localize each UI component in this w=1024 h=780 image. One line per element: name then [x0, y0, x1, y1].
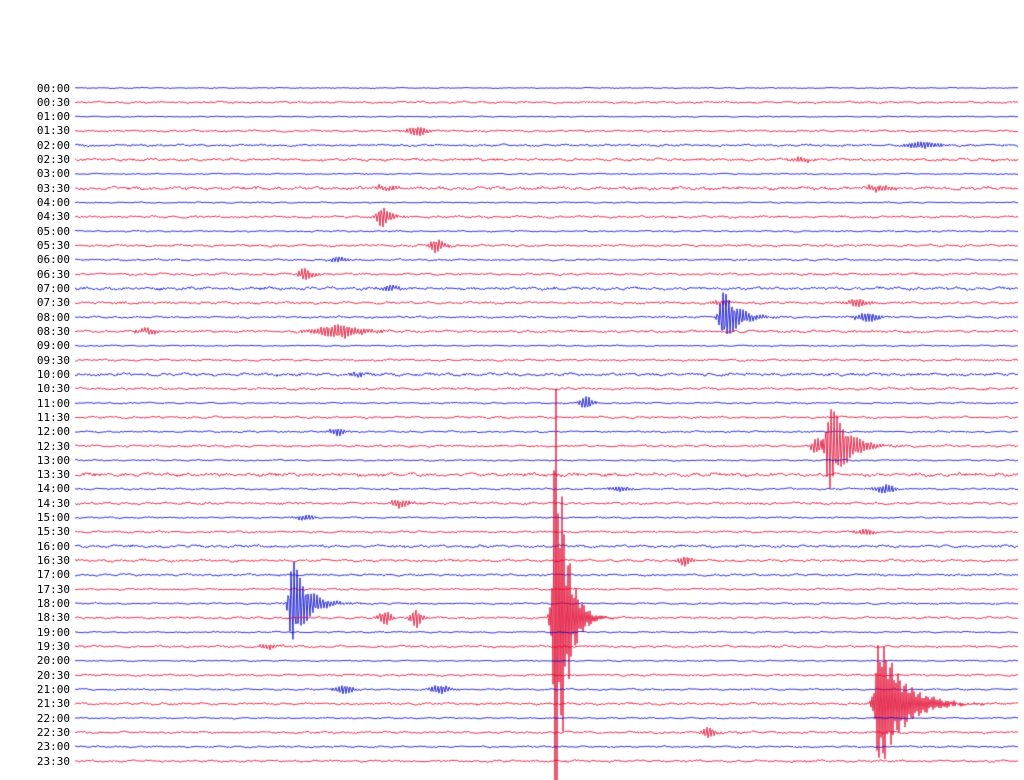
time-label: 02:30 — [36, 153, 70, 167]
time-label: 23:30 — [36, 754, 70, 768]
time-label: 14:00 — [36, 482, 70, 496]
time-label: 21:30 — [36, 697, 70, 711]
time-label: 02:00 — [36, 138, 70, 152]
time-label: 04:30 — [36, 210, 70, 224]
time-label: 15:00 — [36, 511, 70, 525]
time-label: 15:30 — [36, 525, 70, 539]
time-label: 17:00 — [36, 568, 70, 582]
time-label: 05:30 — [36, 239, 70, 253]
time-label: 03:30 — [36, 181, 70, 195]
time-label: 14:30 — [36, 496, 70, 510]
time-label: 20:00 — [36, 654, 70, 668]
time-label: 03:00 — [36, 167, 70, 181]
time-label: 20:30 — [36, 668, 70, 682]
time-label: 00:30 — [36, 95, 70, 109]
time-label: 00:00 — [36, 81, 70, 95]
time-label: 18:00 — [36, 597, 70, 611]
time-label: 16:00 — [36, 539, 70, 553]
time-label: 11:00 — [36, 396, 70, 410]
time-label: 19:30 — [36, 639, 70, 653]
time-label: 19:00 — [36, 625, 70, 639]
time-label: 07:00 — [36, 281, 70, 295]
time-label: 23:00 — [36, 740, 70, 754]
time-label: 21:00 — [36, 682, 70, 696]
time-label: 13:30 — [36, 468, 70, 482]
time-label: 01:00 — [36, 110, 70, 124]
time-label: 07:30 — [36, 296, 70, 310]
time-label: 10:30 — [36, 382, 70, 396]
time-label: 08:00 — [36, 310, 70, 324]
time-label: 12:30 — [36, 439, 70, 453]
time-label: 12:00 — [36, 425, 70, 439]
time-label: 10:00 — [36, 367, 70, 381]
time-label: 06:00 — [36, 253, 70, 267]
time-label: 13:00 — [36, 453, 70, 467]
time-label: 06:30 — [36, 267, 70, 281]
time-label: 16:30 — [36, 554, 70, 568]
time-label: 09:00 — [36, 339, 70, 353]
time-label: 17:30 — [36, 582, 70, 596]
time-label: 04:00 — [36, 196, 70, 210]
time-label: 22:30 — [36, 725, 70, 739]
time-label: 01:30 — [36, 124, 70, 138]
time-label: 05:00 — [36, 224, 70, 238]
time-label: 11:30 — [36, 410, 70, 424]
time-label: 18:30 — [36, 611, 70, 625]
time-label: 09:30 — [36, 353, 70, 367]
time-label: 08:30 — [36, 324, 70, 338]
time-label: 22:00 — [36, 711, 70, 725]
